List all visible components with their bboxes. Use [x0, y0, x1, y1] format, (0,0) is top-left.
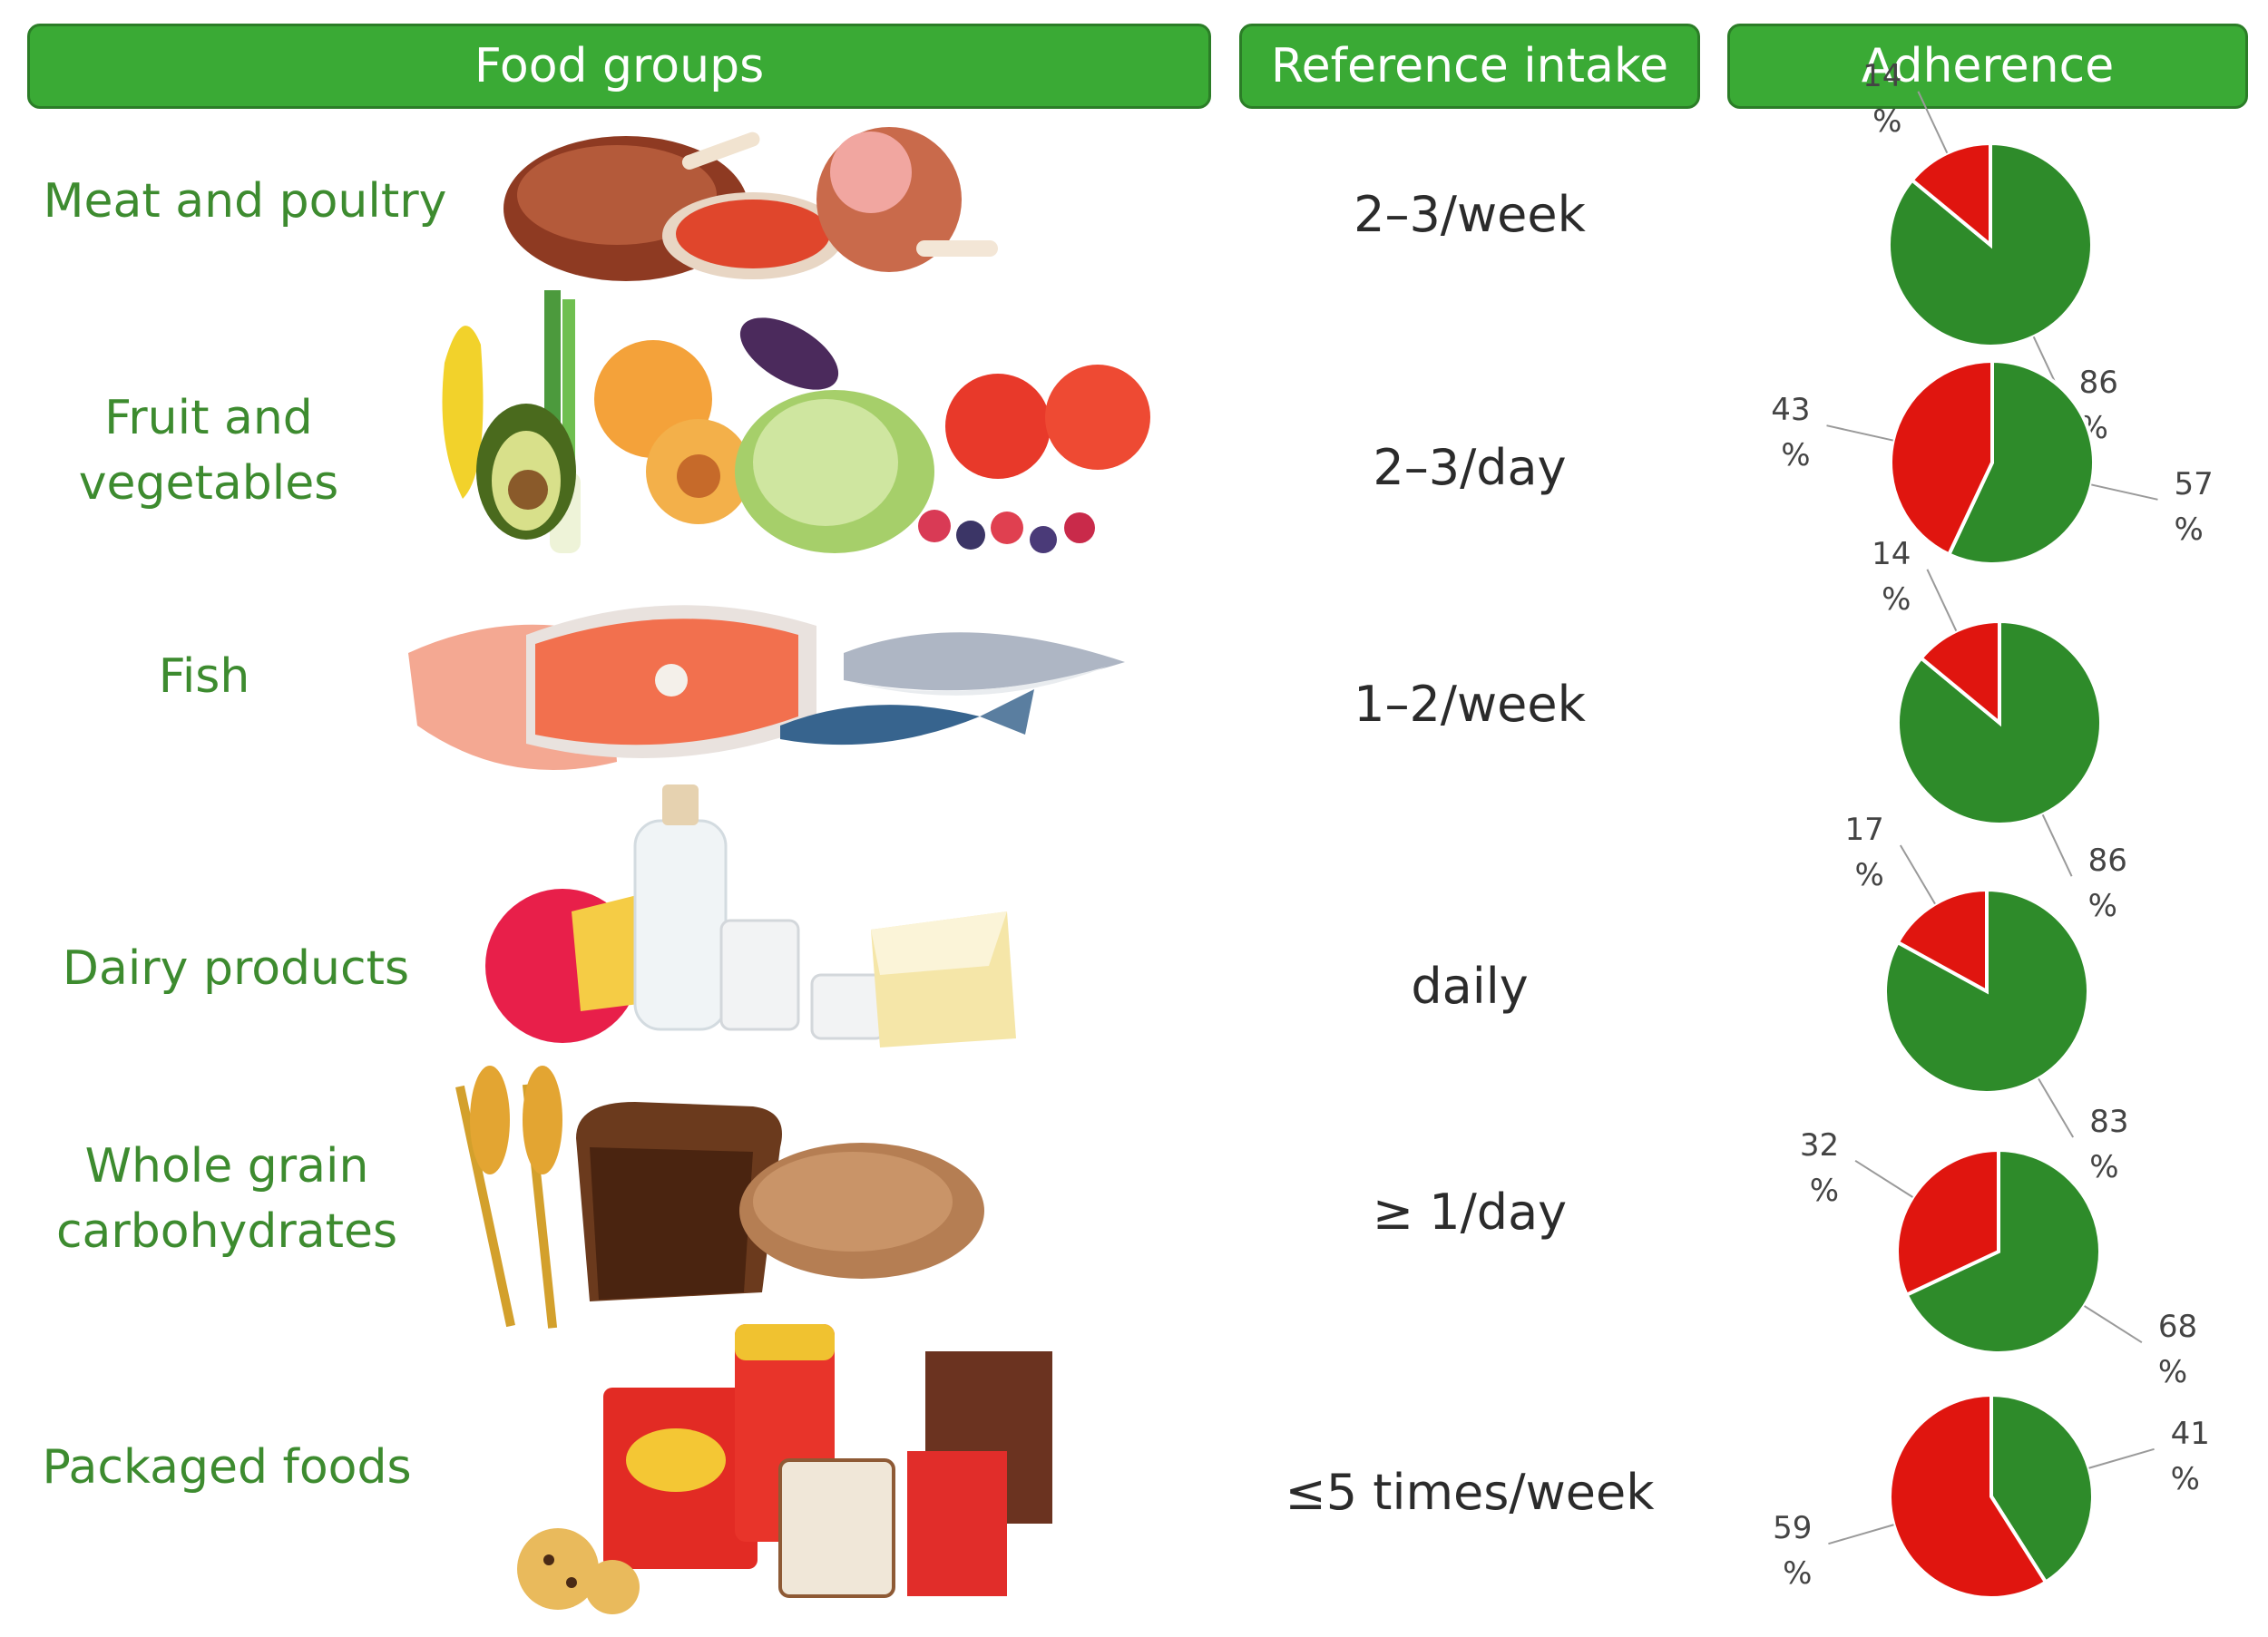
- header-reference-intake-label: Reference intake: [1270, 39, 1669, 93]
- intake-grain: ≥ 1/day: [1372, 1184, 1568, 1241]
- fish-illustration: [408, 605, 1125, 770]
- pie-0-value-1: 14: [1862, 58, 1901, 94]
- pie-4-leader-1: [1854, 1159, 1913, 1198]
- pie-5-leader-1: [1828, 1524, 1894, 1545]
- header-adherence-label: Adherence: [1861, 39, 2115, 93]
- pie-3-leader-0: [2038, 1077, 2075, 1138]
- header-reference-intake: Reference intake: [1239, 24, 1700, 109]
- intake-packaged: ≤5 times/week: [1285, 1464, 1655, 1521]
- intake-dairy: daily: [1411, 958, 1529, 1015]
- group-label-grain: Whole grain carbohydrates: [55, 1139, 398, 1259]
- intake-meat: 2–3/week: [1354, 186, 1586, 243]
- dairy-illustration: [485, 784, 1016, 1047]
- pie-5-unit-1: %: [1783, 1555, 1812, 1592]
- group-label-dairy: Dairy products: [62, 941, 410, 996]
- bread-grain-illustration: [455, 1066, 984, 1329]
- pie-3-value-0: 83: [2089, 1104, 2128, 1140]
- pie-2-leader-1: [1926, 569, 1958, 632]
- pie-3-unit-0: %: [2089, 1149, 2118, 1185]
- group-label-fruit-veg: Fruit and vegetables: [78, 391, 339, 511]
- pie-0-value-0: 86: [2079, 365, 2118, 401]
- group-label-meat: Meat and poultry: [43, 174, 447, 229]
- pie-1-value-1: 43: [1771, 392, 1810, 428]
- pie-3-value-1: 17: [1845, 812, 1884, 848]
- pie-1-leader-1: [1826, 424, 1893, 442]
- header-adherence: Adherence: [1727, 24, 2248, 109]
- intake-fish: 1–2/week: [1354, 676, 1586, 733]
- pie-1-slice-1: [1889, 358, 1994, 558]
- pie-5-value-0: 41: [2171, 1416, 2210, 1452]
- pie-4-value-1: 32: [1800, 1127, 1839, 1164]
- pie-1-unit-1: %: [1781, 437, 1810, 473]
- pie-4-leader-0: [2084, 1305, 2143, 1344]
- meat-illustration: [503, 127, 998, 281]
- pie-0-leader-1: [1917, 91, 1949, 154]
- pie-0-unit-1: %: [1872, 103, 1901, 140]
- header-food-groups: Food groups: [27, 24, 1211, 109]
- pie-3-unit-1: %: [1854, 857, 1883, 893]
- pie-4-unit-0: %: [2158, 1354, 2187, 1390]
- group-label-packaged: Packaged foods: [42, 1440, 412, 1495]
- pie-3-leader-1: [1899, 844, 1936, 905]
- pie-4-unit-1: %: [1810, 1173, 1839, 1209]
- header-food-groups-label: Food groups: [474, 39, 765, 93]
- group-label-fish: Fish: [158, 649, 250, 704]
- pie-5-value-1: 59: [1773, 1510, 1812, 1546]
- pie-5-leader-0: [2088, 1447, 2155, 1469]
- pie-5-unit-0: %: [2171, 1461, 2200, 1497]
- packaged-foods-illustration: [517, 1324, 1052, 1614]
- pie-1-slice-0: [1946, 358, 2096, 566]
- fruit-vegetables-illustration: [442, 290, 1150, 553]
- pie-4-slice-0: [1903, 1147, 2102, 1355]
- pie-2-value-0: 86: [2088, 843, 2127, 879]
- pie-1-leader-0: [2091, 483, 2158, 501]
- pie-1-unit-0: %: [2174, 512, 2203, 548]
- pie-2-unit-1: %: [1882, 581, 1911, 618]
- pie-2-leader-0: [2041, 814, 2073, 877]
- pie-4-value-0: 68: [2158, 1309, 2197, 1345]
- pie-1-value-0: 57: [2174, 466, 2213, 502]
- pie-2-unit-0: %: [2088, 888, 2117, 924]
- pie-2-value-1: 14: [1872, 536, 1911, 572]
- intake-fruit-veg: 2–3/day: [1373, 439, 1567, 496]
